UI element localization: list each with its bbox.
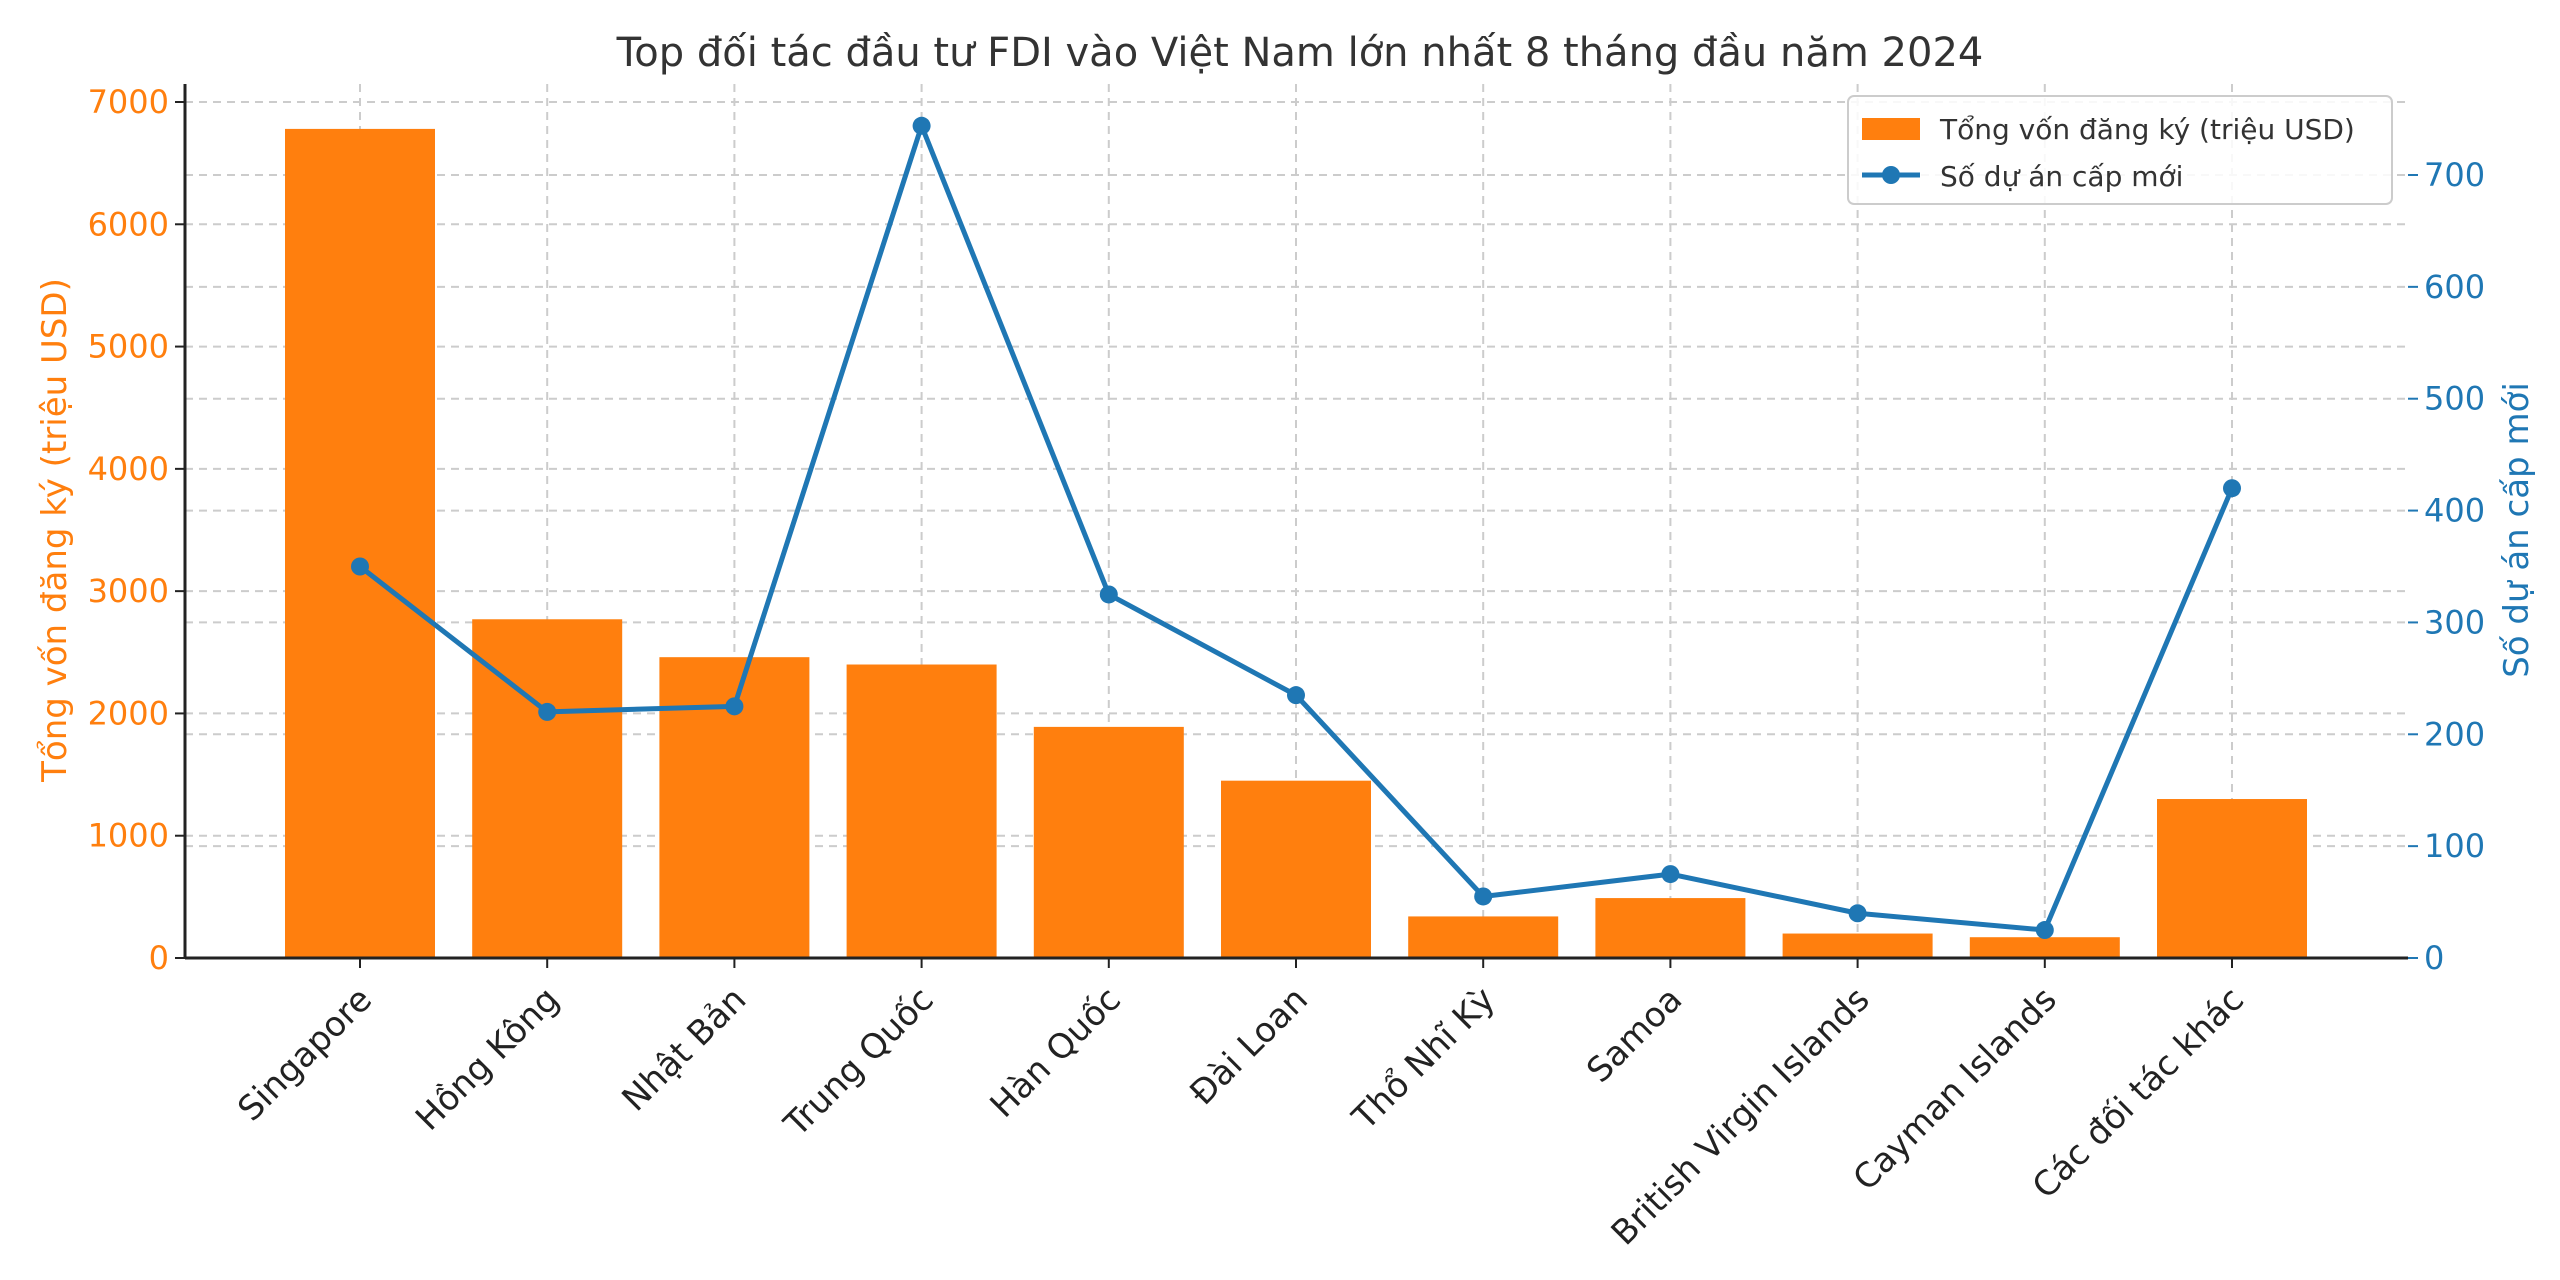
y2-tick-label: 100 — [2424, 827, 2485, 865]
bar — [1782, 933, 1933, 958]
category-label: Cayman Islands — [1846, 980, 2065, 1199]
line-point — [1848, 904, 1867, 923]
tick-labels: 0 1000 2000 3000 4000 5000 6000 7000 0 100 200 300 4… — [88, 83, 2486, 977]
line-point — [1099, 585, 1118, 604]
line-point — [2035, 921, 2054, 940]
bar — [1969, 937, 2120, 958]
category-label: Nhật Bản — [615, 980, 755, 1120]
y-tick-label: 7000 — [88, 83, 169, 121]
line-point — [912, 116, 931, 135]
category-label: Hàn Quốc — [983, 980, 1129, 1126]
category-label: Đài Loan — [1182, 980, 1316, 1114]
legend-label-bar: Tổng vốn đăng ký (triệu USD) — [1939, 113, 2355, 146]
y-tick-label: 1000 — [88, 817, 169, 855]
y2-tick-label: 500 — [2424, 380, 2485, 418]
line-point — [538, 702, 557, 721]
line-point — [725, 697, 744, 716]
bar — [1221, 780, 1371, 958]
chart-title: Top đối tác đầu tư FDI vào Việt Nam lớn … — [616, 30, 1984, 76]
bar — [1408, 916, 1559, 958]
category-label: Trung Quốc — [776, 980, 941, 1145]
y-tick-label: 4000 — [88, 450, 169, 488]
y2-axis-label: Số dự án cấp mới — [2497, 382, 2537, 678]
category-label: Samoa — [1579, 980, 1690, 1091]
bar — [846, 664, 997, 958]
y2-tick-label: 0 — [2424, 939, 2444, 977]
category-labels: Singapore Hồng Kông Nhật Bản Trung Quốc Hàn … — [230, 958, 2252, 1253]
legend-swatch-marker — [1882, 166, 1900, 184]
line-point — [1474, 887, 1493, 906]
bar — [285, 128, 435, 959]
category-label: Thổ Nhĩ Kỳ — [1344, 980, 1503, 1139]
line-point — [1661, 865, 1680, 884]
legend-label-line: Số dự án cấp mới — [1940, 160, 2183, 193]
bar — [2157, 799, 2307, 958]
y-tick-label: 2000 — [88, 694, 169, 732]
bar — [1595, 898, 1746, 958]
line-point — [351, 557, 369, 576]
y2-tick-label: 400 — [2424, 492, 2485, 530]
y2-tick-label: 300 — [2424, 603, 2485, 641]
y2-tick-label: 700 — [2424, 156, 2485, 194]
bar — [1033, 726, 1184, 958]
y-tick-label: 5000 — [88, 328, 169, 366]
y2-tick-label: 200 — [2424, 715, 2485, 753]
line-point — [2223, 479, 2241, 498]
legend-swatch-bar — [1862, 118, 1920, 140]
y-tick-label: 6000 — [88, 205, 169, 243]
y-tick-label: 0 — [149, 939, 169, 977]
y-tick-label: 3000 — [88, 572, 169, 610]
line-series — [351, 116, 2241, 940]
y-axis-label: Tổng vốn đăng ký (triệu USD) — [35, 278, 75, 783]
category-label: Hồng Kông — [408, 980, 567, 1139]
line-point — [1287, 686, 1305, 705]
legend-box — [1847, 95, 2393, 205]
y2-tick-label: 600 — [2424, 268, 2485, 306]
category-label: Singapore — [230, 980, 380, 1130]
legend: Tổng vốn đăng ký (triệu USD) Số dự án cấ… — [1847, 95, 2393, 205]
